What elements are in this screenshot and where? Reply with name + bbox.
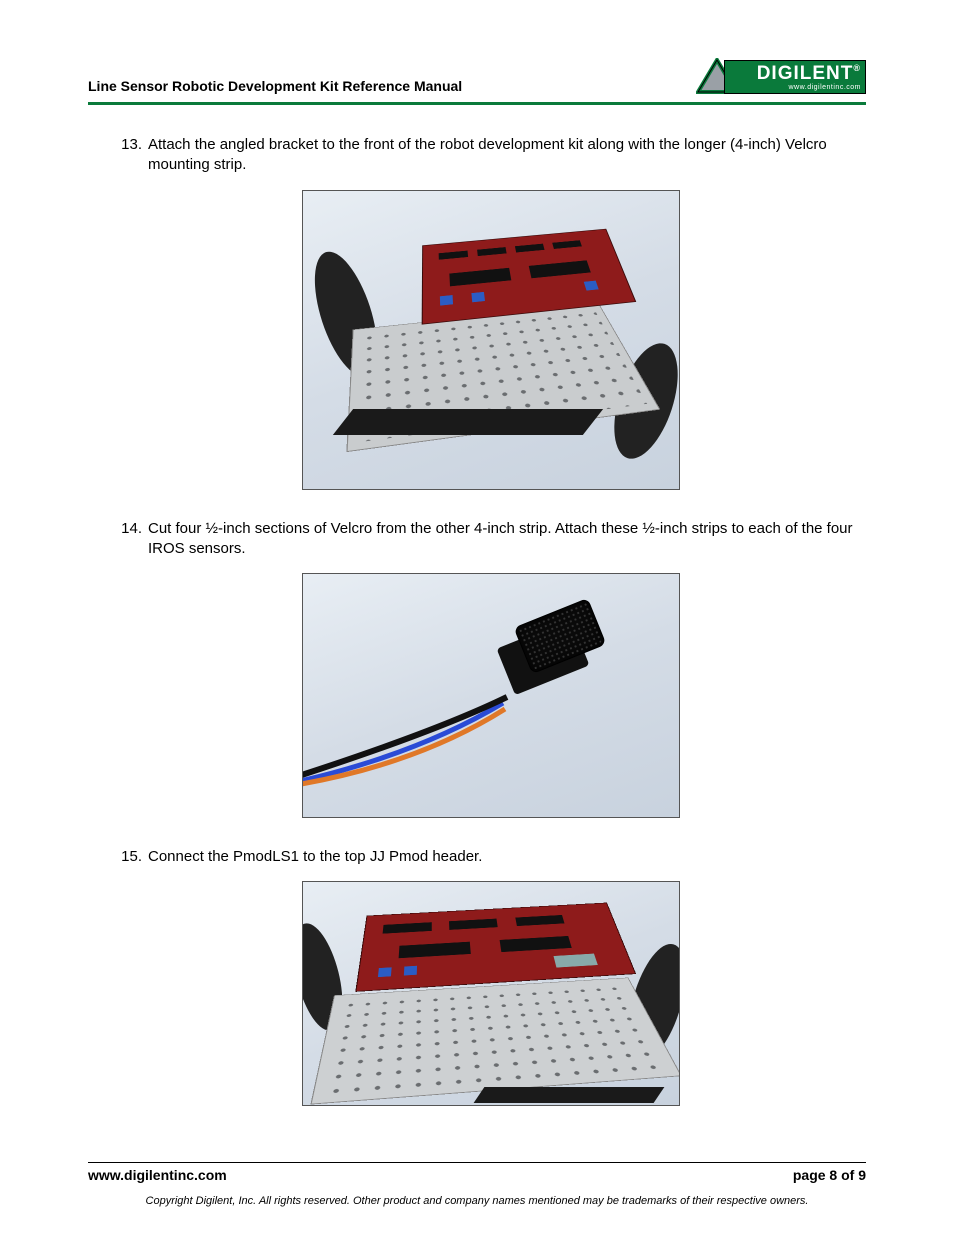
logo-name: DIGILENT	[757, 63, 854, 84]
step-13: 13. Attach the angled bracket to the fro…	[116, 135, 866, 176]
step-text: Attach the angled bracket to the front o…	[148, 135, 866, 176]
logo-box: DIGILENT® www.digilentinc.com	[724, 60, 866, 94]
footer-rule	[88, 1162, 866, 1163]
copyright-text: Copyright Digilent, Inc. All rights rese…	[88, 1195, 866, 1207]
step-text: Connect the PmodLS1 to the top JJ Pmod h…	[148, 847, 866, 867]
logo-url: www.digilentinc.com	[788, 84, 861, 91]
step-number: 13.	[116, 135, 148, 176]
step-15: 15. Connect the PmodLS1 to the top JJ Pm…	[116, 847, 866, 867]
page-header: Line Sensor Robotic Development Kit Refe…	[88, 60, 866, 100]
step-number: 14.	[116, 519, 148, 560]
robot-bracket-photo	[302, 190, 680, 490]
figure-13	[116, 190, 866, 495]
footer-page: page 8 of 9	[793, 1167, 866, 1183]
content-area: 13. Attach the angled bracket to the fro…	[88, 105, 866, 1111]
step-14: 14. Cut four ½-inch sections of Velcro f…	[116, 519, 866, 560]
figure-15	[116, 881, 866, 1111]
step-text: Cut four ½-inch sections of Velcro from …	[148, 519, 866, 560]
footer-url: www.digilentinc.com	[88, 1167, 227, 1183]
page-footer: www.digilentinc.com page 8 of 9	[88, 1162, 866, 1183]
iros-sensor-velcro-photo	[302, 573, 680, 818]
document-page: Line Sensor Robotic Development Kit Refe…	[0, 0, 954, 1235]
digilent-logo: DIGILENT® www.digilentinc.com	[696, 60, 866, 94]
step-number: 15.	[116, 847, 148, 867]
header-title: Line Sensor Robotic Development Kit Refe…	[88, 78, 462, 94]
logo-reg: ®	[853, 63, 861, 73]
pmodls1-connected-photo	[302, 881, 680, 1106]
figure-14	[116, 573, 866, 823]
